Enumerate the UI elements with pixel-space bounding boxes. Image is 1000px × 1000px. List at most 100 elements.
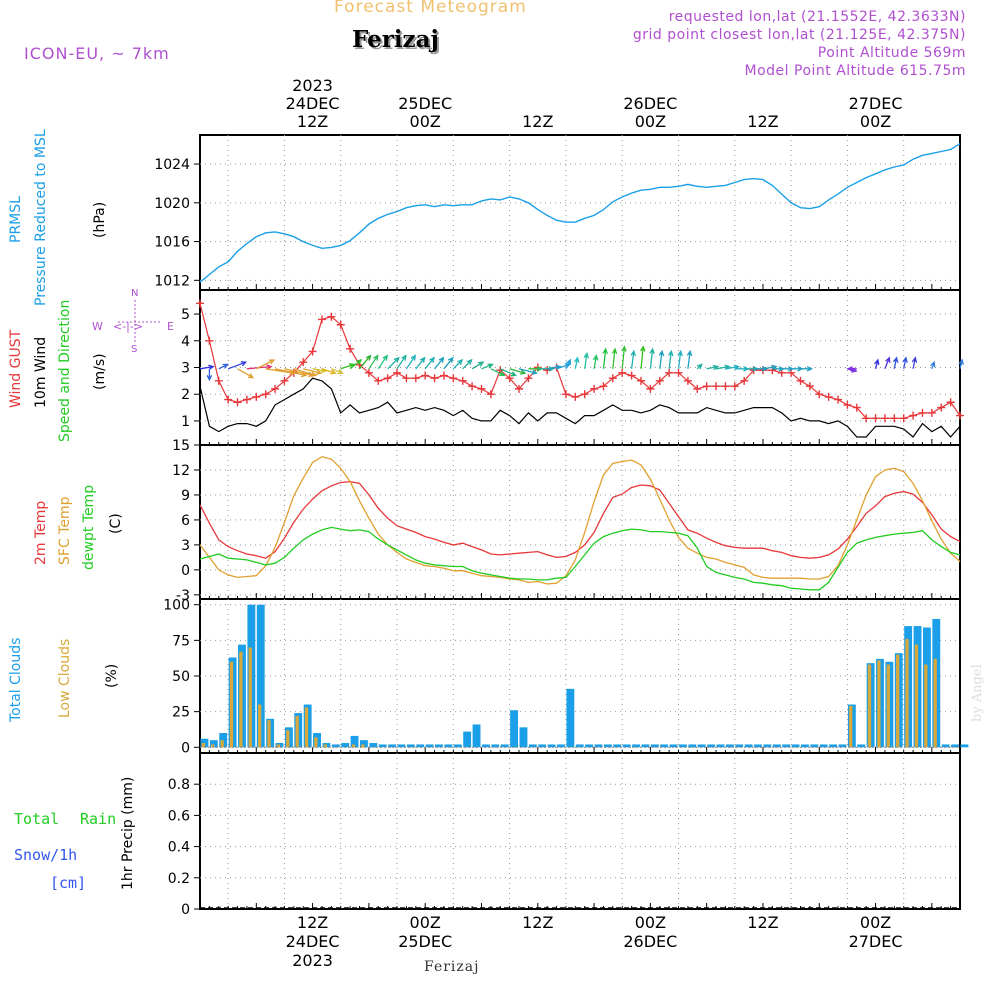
- gust-marker: [458, 376, 467, 385]
- model-label: ICON-EU, ~ 7km: [24, 44, 170, 63]
- low-cloud-bar: [924, 664, 928, 748]
- wind-arrow: [509, 368, 527, 375]
- wind-arrow: [791, 366, 804, 372]
- wind-arrow: [696, 363, 703, 370]
- total-cloud-bar: [519, 727, 528, 748]
- time-label-bottom: 12Z: [522, 913, 553, 932]
- gust-marker: [242, 395, 251, 404]
- wind-arrow: [565, 358, 571, 370]
- wind-arrow: [443, 356, 454, 370]
- gust-marker: [214, 376, 223, 385]
- total-cloud-bar: [444, 744, 453, 748]
- low-cloud-bar: [220, 740, 224, 748]
- ytick-label-clouds: 25: [172, 705, 190, 721]
- compass-e: E: [167, 320, 174, 333]
- total-cloud-bar: [425, 744, 434, 748]
- gust-marker: [515, 384, 524, 393]
- wind-arrow: [640, 345, 646, 369]
- gust-marker: [880, 414, 889, 423]
- low-cloud-bar: [239, 651, 243, 748]
- total-cloud-bar: [772, 744, 781, 748]
- wind-arrow: [340, 363, 356, 370]
- gust-marker: [834, 395, 843, 404]
- total-cloud-bar: [697, 744, 706, 748]
- ytick-label-precip: 0.8: [168, 777, 190, 793]
- total-cloud-bar: [416, 744, 425, 748]
- total-cloud-bar: [566, 688, 575, 748]
- gust-marker: [252, 392, 261, 401]
- gust-marker: [599, 382, 608, 391]
- model-altitude: Model Point Altitude 615.75m: [744, 63, 966, 79]
- ytick-label-temperature: 9: [181, 488, 190, 504]
- gust-marker: [909, 411, 918, 420]
- ytick-label-precip: 0: [181, 902, 190, 918]
- total-cloud-bar: [388, 744, 397, 748]
- time-label-top: 27DEC: [849, 94, 903, 113]
- ytick-label-temperature: -3: [176, 588, 190, 604]
- ytick-label-wind: 1: [181, 414, 190, 430]
- ytick-label-clouds: 50: [172, 669, 190, 685]
- wind10m-line: [199, 377, 961, 438]
- total-cloud-bar: [857, 744, 866, 748]
- wind-arrow: [630, 349, 637, 369]
- low-cloud-bar: [257, 704, 262, 748]
- gust-marker: [824, 392, 833, 401]
- total-cloud-bar: [951, 744, 959, 748]
- total-cloud-bar: [528, 744, 537, 748]
- wind-arrow: [902, 356, 908, 369]
- time-label-bottom: 00Z: [860, 913, 891, 932]
- total-cloud-bar: [209, 740, 218, 748]
- ytick-label-precip: 0.2: [168, 871, 190, 887]
- gust-marker: [449, 374, 458, 383]
- time-label-top: 25DEC: [398, 94, 452, 113]
- gust-marker: [608, 374, 617, 383]
- total-cloud-bar: [360, 740, 368, 748]
- wind-arrow: [800, 366, 814, 372]
- total-cloud-bar: [669, 744, 678, 748]
- gust-marker: [702, 382, 711, 391]
- wind-arrow: [583, 351, 590, 369]
- gust-marker: [346, 344, 355, 353]
- gust-marker: [683, 376, 692, 385]
- sfctemp-line: [199, 455, 961, 585]
- total-cloud-bar: [941, 744, 950, 748]
- ytick-label-temperature: 0: [181, 563, 190, 579]
- wind-arrow: [452, 358, 464, 370]
- gust-marker: [927, 408, 936, 417]
- total-cloud-bar: [763, 744, 772, 748]
- gust-marker: [843, 400, 852, 409]
- compass-we: <-|->: [113, 320, 144, 333]
- low-cloud-bar: [886, 664, 890, 748]
- panel-frame-prmsl: [199, 134, 961, 291]
- wind-arrow: [573, 356, 580, 369]
- snow-unit-label: [cm]: [50, 874, 87, 892]
- total-cloud-bar: [453, 744, 462, 748]
- gust-marker: [899, 414, 908, 423]
- gust-marker: [477, 384, 486, 393]
- time-label-top: 00Z: [410, 112, 441, 131]
- gust-marker: [890, 414, 899, 423]
- compass-w: W: [92, 320, 103, 333]
- gust-marker: [280, 376, 289, 385]
- gust-marker: [374, 376, 383, 385]
- gust-marker: [317, 315, 326, 324]
- ytick-label-wind: 2: [181, 387, 190, 403]
- wind-arrow: [387, 356, 400, 370]
- gust-marker: [665, 368, 674, 377]
- total-cloud-bar: [397, 744, 406, 748]
- low-cloud-bar: [229, 661, 234, 748]
- gust-marker: [336, 320, 345, 329]
- total-cloud-bar: [585, 744, 594, 748]
- compass-cross: [118, 300, 162, 342]
- total-cloud-bar: [481, 744, 490, 748]
- gust-marker: [730, 382, 739, 391]
- gust-marker: [946, 398, 955, 407]
- gust-marker: [468, 382, 477, 391]
- total-cloud-bar: [650, 744, 659, 748]
- low-cloud-bar: [914, 644, 919, 748]
- ytick-label-wind: 5: [181, 307, 190, 323]
- wind-arrow: [668, 349, 674, 369]
- wind-arrow: [396, 354, 407, 370]
- low-cloud-bar: [361, 744, 365, 748]
- gust-marker: [430, 374, 439, 383]
